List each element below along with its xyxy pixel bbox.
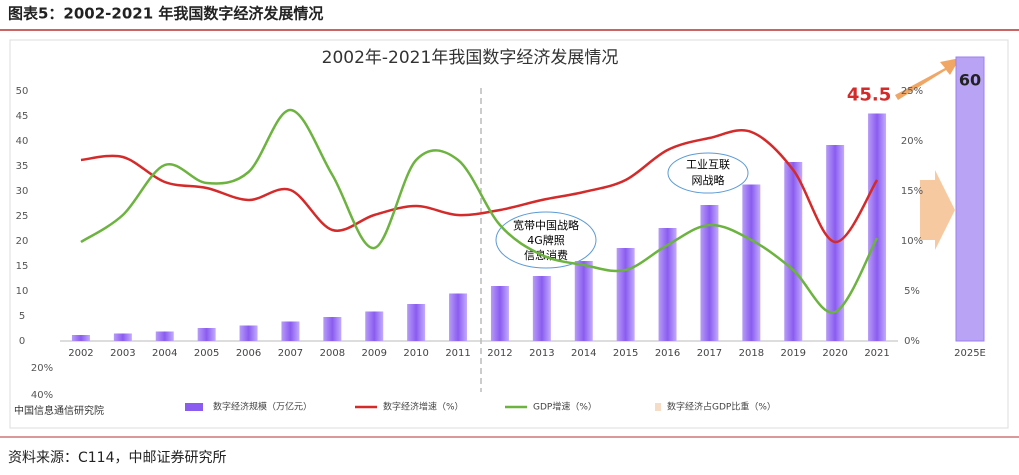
value-label: 45.5: [847, 85, 891, 106]
x-tick-label: 2015: [613, 348, 638, 359]
bar: [323, 317, 342, 341]
y-tick-label: 0: [19, 336, 25, 347]
y2-tick-label: 15%: [901, 186, 923, 197]
legend-swatch: [185, 403, 203, 411]
legend-label: 数字经济规模（万亿元）: [213, 401, 312, 413]
x-tick-label: 2016: [655, 348, 680, 359]
bar: [281, 321, 300, 341]
legend-swatch: [655, 403, 661, 411]
y-tick-label: 25: [16, 211, 29, 222]
bar: [197, 328, 216, 341]
y-tick-label: 5: [19, 311, 25, 322]
y-tick-label: 45: [16, 111, 29, 122]
forecast-category: 2025E: [954, 348, 986, 359]
x-tick-label: 2002: [68, 348, 93, 359]
line: [80, 108, 879, 314]
bar: [868, 113, 887, 341]
y-tick-label: 15: [16, 261, 29, 272]
bar: [784, 162, 803, 341]
line: [80, 129, 879, 244]
annotation: 工业互联: [686, 158, 730, 171]
annotation: 宽带中国战略: [513, 218, 579, 232]
forecast-label: 60: [959, 71, 981, 90]
y-tick-label: 35: [16, 161, 29, 172]
bar: [155, 331, 174, 341]
annotation: 网战略: [692, 173, 725, 187]
bar: [616, 248, 635, 341]
callout: [667, 152, 749, 194]
y-tick-label: 40: [16, 136, 29, 147]
x-tick-label: 2006: [236, 348, 261, 359]
x-tick-label: 2013: [529, 348, 554, 359]
figure-header: 图表5：2002-2021 年我国数字经济发展情况: [8, 5, 323, 23]
y2-tick-label: 20%: [901, 136, 923, 147]
x-tick-label: 2003: [110, 348, 135, 359]
legend-label: 数字经济占GDP比重（%）: [667, 401, 776, 413]
bar: [574, 261, 593, 341]
x-tick-label: 2018: [739, 348, 764, 359]
x-tick-label: 2011: [445, 348, 470, 359]
bar: [407, 304, 426, 341]
y2-tick-label: 25%: [901, 86, 923, 97]
x-tick-label: 2020: [822, 348, 847, 359]
chart-title: 2002年-2021年我国数字经济发展情况: [322, 48, 619, 68]
x-tick-label: 2012: [487, 348, 512, 359]
x-tick-label: 2009: [362, 348, 387, 359]
bar: [239, 325, 258, 341]
y2-tick-label: 5%: [904, 286, 920, 297]
x-tick-label: 2005: [194, 348, 219, 359]
bar: [700, 205, 719, 341]
arrow: [920, 170, 955, 250]
callout: [495, 211, 597, 269]
y-tick-label: 20: [16, 236, 29, 247]
bar: [365, 311, 384, 341]
x-tick-label: 2008: [320, 348, 345, 359]
arrow: [895, 58, 960, 100]
y-tick-label: 50: [16, 86, 29, 97]
forecast-bar: [955, 56, 985, 342]
source: 资料来源：C114，中邮证券研究所: [8, 450, 227, 466]
x-tick-label: 2021: [864, 348, 889, 359]
x-tick-label: 2014: [571, 348, 596, 359]
legend-label: GDP增速（%）: [533, 401, 597, 413]
bar: [449, 293, 468, 341]
y-tick-label: 10: [16, 286, 29, 297]
y2-tick-label: 10%: [901, 236, 923, 247]
x-tick-label: 2017: [697, 348, 722, 359]
x-tick-label: 2007: [278, 348, 303, 359]
bar: [490, 286, 509, 341]
y-tick-label: 30: [16, 186, 29, 197]
bar: [71, 335, 90, 341]
legend-label: 数字经济增速（%）: [383, 401, 464, 413]
org-label: 中国信息通信研究院: [14, 404, 104, 417]
bar: [532, 276, 551, 341]
bar: [113, 333, 132, 341]
share-tick-label: 20%: [31, 363, 53, 374]
bar: [742, 184, 761, 341]
share-tick-label: 40%: [31, 390, 53, 401]
bar: [658, 228, 677, 341]
x-tick-label: 2010: [403, 348, 428, 359]
annotation: 4G牌照: [527, 233, 565, 247]
y2-tick-label: 0%: [904, 336, 920, 347]
x-tick-label: 2019: [781, 348, 806, 359]
x-tick-label: 2004: [152, 348, 177, 359]
